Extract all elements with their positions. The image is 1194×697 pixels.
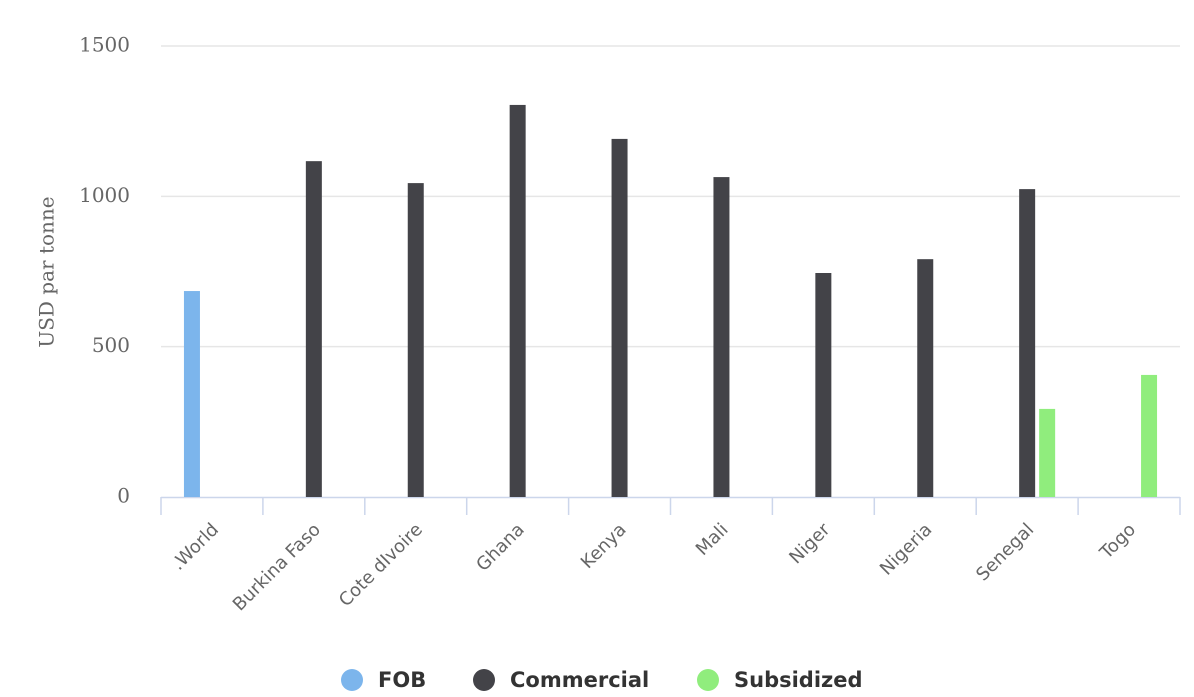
x-tick-label: Senegal (972, 519, 1038, 585)
y-tick-label: 1500 (79, 33, 130, 57)
y-tick-label: 0 (117, 484, 130, 508)
y-axis-label: USD par tonne (35, 196, 59, 347)
bar (815, 273, 832, 497)
x-tick-label: Niger (785, 519, 834, 568)
x-tick-label: Kenya (577, 519, 631, 573)
bar (1141, 374, 1158, 497)
y-tick-label: 500 (92, 333, 130, 357)
bar (917, 259, 934, 497)
bar (305, 161, 322, 497)
x-tick-label: Cote dIvoire (335, 519, 427, 611)
bar (407, 183, 424, 497)
bar (183, 291, 200, 497)
bar (1019, 189, 1036, 497)
x-tick-label: Burkina Faso (229, 519, 325, 615)
legend-label: Commercial (510, 668, 649, 692)
x-tick-label: Nigeria (876, 519, 936, 579)
bar (1039, 408, 1056, 497)
x-tick-label: Ghana (472, 519, 528, 575)
bar (611, 138, 628, 497)
legend-label: FOB (378, 668, 426, 692)
bar (509, 104, 526, 497)
x-tick-label: Togo (1095, 519, 1140, 564)
x-tick-label: Mali (692, 519, 733, 560)
legend-label: Subsidized (734, 668, 863, 692)
legend-marker (697, 669, 719, 691)
legend-marker (341, 669, 363, 691)
y-tick-label: 1000 (79, 183, 130, 207)
bar (713, 177, 730, 497)
legend-marker (473, 669, 495, 691)
x-tick-label: .World (168, 519, 223, 574)
